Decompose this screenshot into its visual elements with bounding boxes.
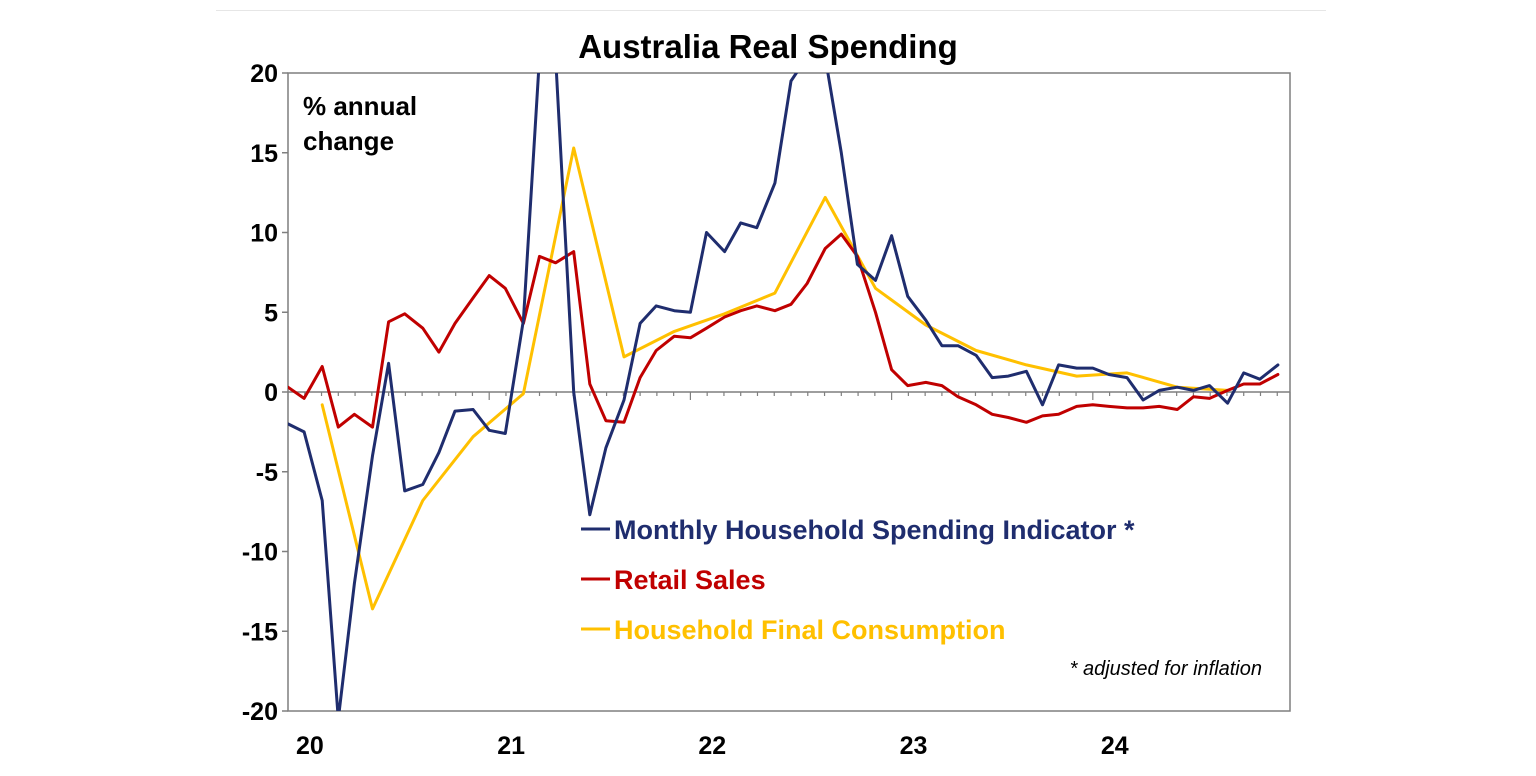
y-tick-label: 20 [250, 60, 278, 88]
y-tick-label: 5 [264, 299, 278, 327]
y-tick-label: -5 [256, 459, 278, 487]
x-tick-label: 23 [900, 732, 928, 760]
line-chart: Australia Real Spending 20 15 10 5 0 -5 -10 -15… [242, 28, 1291, 760]
y-tick-label: 15 [250, 140, 278, 168]
series-line-household-consumption [320, 146, 1230, 611]
y-axis-unit-line-1: % annual [303, 91, 417, 121]
y-tick-label: 0 [264, 379, 278, 407]
series-line-spending-indicator [288, 73, 1280, 711]
y-tick-label: -10 [242, 539, 278, 567]
y-tick-label: 10 [250, 220, 278, 248]
legend: Monthly Household Spending Indicator * R… [581, 515, 1135, 645]
x-axis: 20 21 22 23 24 [287, 392, 1291, 760]
y-axis: 20 15 10 5 0 -5 -10 -15 -20 [242, 60, 288, 726]
x-tick-label: 20 [296, 732, 324, 760]
inflation-footnote: * adjusted for inflation [1070, 658, 1262, 680]
series-line-retail-sales [288, 232, 1280, 429]
y-axis-unit-line-2: change [303, 126, 394, 156]
legend-label-household-consumption: Household Final Consumption [614, 615, 1005, 645]
x-tick-label: 22 [698, 732, 726, 760]
y-tick-label: -20 [242, 698, 278, 726]
chart-frame: Australia Real Spending 20 15 10 5 0 -5 -10 -15… [216, 10, 1326, 776]
legend-label-spending-indicator: Monthly Household Spending Indicator * [614, 515, 1135, 545]
x-tick-label: 24 [1101, 732, 1129, 760]
y-tick-label: -15 [242, 618, 278, 646]
chart-title: Australia Real Spending [578, 28, 958, 65]
legend-label-retail-sales: Retail Sales [614, 565, 766, 595]
x-tick-label: 21 [497, 732, 525, 760]
series-layer [288, 73, 1280, 711]
